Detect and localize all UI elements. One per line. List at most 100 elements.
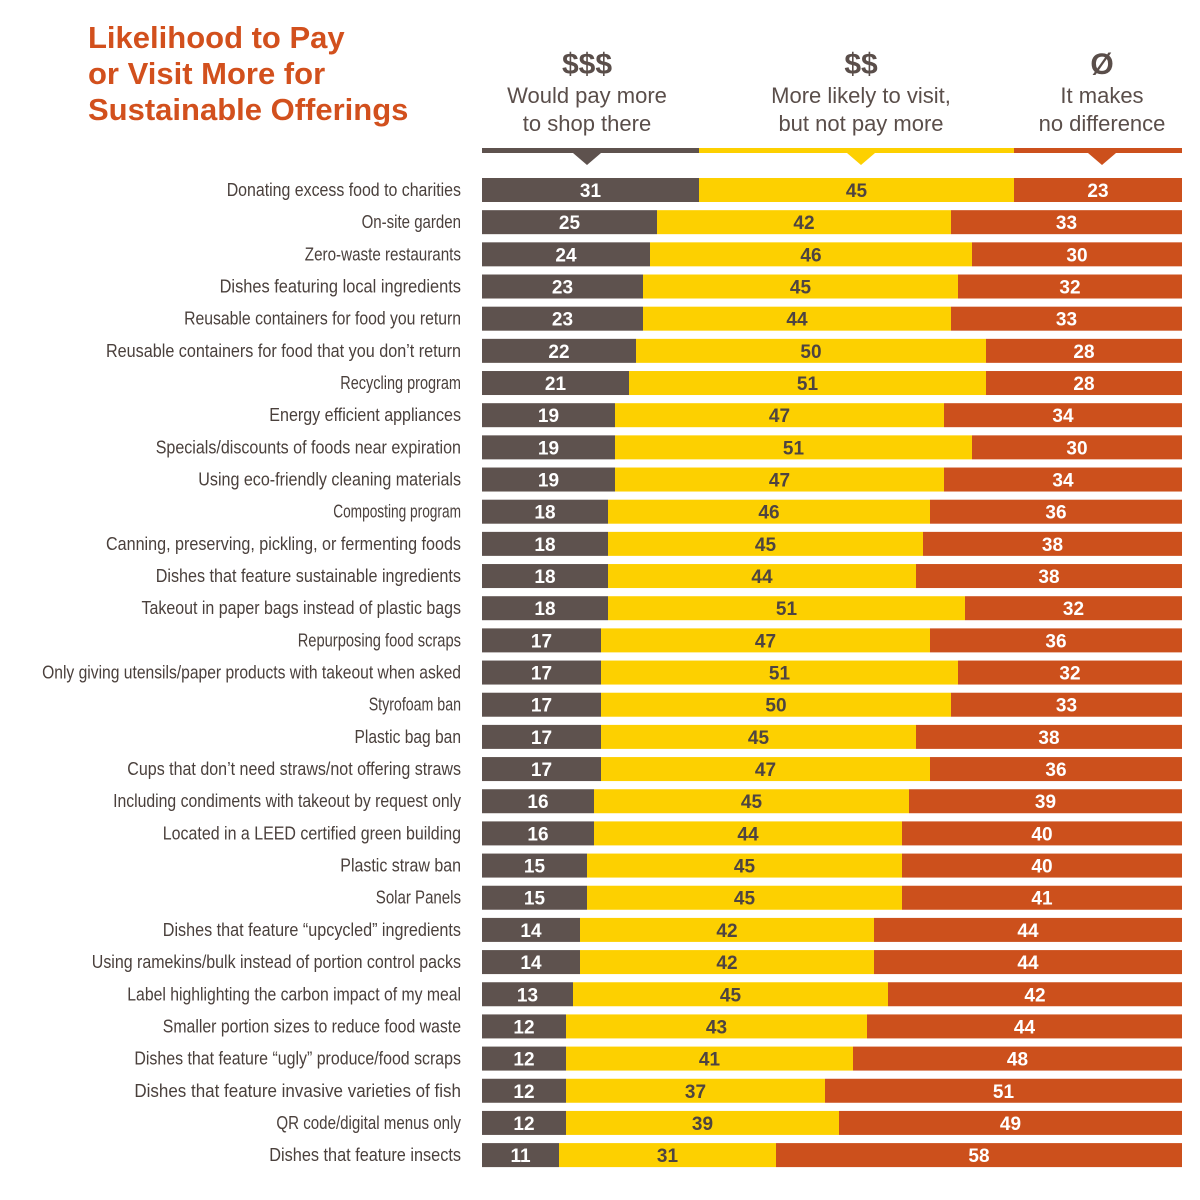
bar-segment bbox=[853, 1046, 1182, 1071]
bar-segment bbox=[601, 757, 930, 782]
data-label: 51 bbox=[776, 599, 798, 620]
data-label: 25 bbox=[559, 213, 581, 234]
data-label: 45 bbox=[846, 181, 868, 202]
bar-segment bbox=[482, 499, 608, 524]
bar-segment bbox=[608, 499, 930, 524]
bar-segment bbox=[594, 789, 909, 814]
bar-segment bbox=[608, 564, 916, 589]
data-label: 42 bbox=[716, 953, 737, 974]
title-line: Likelihood to Pay bbox=[88, 20, 345, 55]
data-label: 11 bbox=[510, 1146, 531, 1167]
bar-segment bbox=[601, 628, 930, 653]
bar-segment bbox=[874, 950, 1182, 975]
bar-segment bbox=[482, 821, 594, 846]
data-label: 44 bbox=[786, 310, 808, 331]
data-label: 18 bbox=[534, 599, 555, 620]
category-label: Label highlighting the carbon impact of … bbox=[127, 984, 461, 1004]
category-label: Specials/discounts of foods near expirat… bbox=[156, 437, 461, 457]
bar-segment bbox=[1014, 178, 1182, 202]
bar-segment bbox=[930, 628, 1182, 653]
bar-segment bbox=[874, 917, 1182, 942]
category-label: Takeout in paper bags instead of plastic… bbox=[142, 598, 462, 618]
data-label: 42 bbox=[1024, 985, 1045, 1006]
bar-segment bbox=[573, 982, 888, 1007]
bar-segment bbox=[629, 371, 986, 396]
bar-segment bbox=[958, 660, 1182, 685]
category-label: Plastic straw ban bbox=[340, 856, 461, 876]
legend-no-difference: Ø It makes no difference bbox=[1014, 48, 1190, 138]
data-label: 14 bbox=[520, 921, 542, 942]
legend-text: More likely to visit, bbox=[771, 83, 951, 108]
data-label: 51 bbox=[797, 374, 819, 395]
data-label: 32 bbox=[1059, 278, 1080, 299]
bar-segment bbox=[601, 660, 958, 685]
data-label: 28 bbox=[1073, 342, 1094, 363]
data-label: 17 bbox=[531, 728, 552, 749]
data-label: 51 bbox=[783, 438, 805, 459]
category-label: Dishes that feature sustainable ingredie… bbox=[156, 566, 461, 586]
bar-segment bbox=[482, 178, 699, 202]
data-label: 39 bbox=[1035, 792, 1056, 813]
legend-pointer-icon bbox=[847, 153, 875, 165]
data-label: 30 bbox=[1066, 438, 1087, 459]
data-label: 22 bbox=[548, 342, 569, 363]
bar-segment bbox=[482, 982, 573, 1007]
data-label: 44 bbox=[1017, 953, 1039, 974]
bar-segment bbox=[482, 306, 643, 331]
bar-segment bbox=[643, 306, 951, 331]
data-label: 18 bbox=[534, 503, 555, 524]
bar-segment bbox=[965, 596, 1182, 621]
bar-segment bbox=[608, 596, 965, 621]
data-label: 40 bbox=[1031, 824, 1052, 845]
bar-segment bbox=[972, 242, 1182, 267]
legend-text: no difference bbox=[1038, 111, 1166, 136]
data-label: 44 bbox=[1014, 1017, 1036, 1038]
data-label: 31 bbox=[580, 181, 602, 202]
data-label: 33 bbox=[1056, 696, 1077, 717]
bar-segment bbox=[839, 1110, 1182, 1135]
data-label: 45 bbox=[755, 535, 777, 556]
data-label: 47 bbox=[769, 406, 790, 427]
data-label: 45 bbox=[748, 728, 770, 749]
bar-segment bbox=[482, 917, 580, 942]
data-label: 19 bbox=[538, 471, 559, 492]
bar-segment bbox=[944, 403, 1182, 428]
data-label: 48 bbox=[1007, 1050, 1028, 1071]
category-label: Repurposing food scraps bbox=[298, 630, 461, 650]
bar-segment bbox=[902, 853, 1182, 878]
data-label: 19 bbox=[538, 438, 559, 459]
bar-segment bbox=[958, 274, 1182, 299]
legend-text: but not pay more bbox=[778, 111, 944, 136]
bar-segment bbox=[482, 564, 608, 589]
bar-segment bbox=[482, 757, 601, 782]
data-label: 36 bbox=[1045, 503, 1066, 524]
legend-pointer-icon bbox=[573, 153, 601, 165]
category-label: Energy efficient appliances bbox=[269, 405, 461, 425]
bar-segment bbox=[951, 306, 1182, 331]
data-label: 49 bbox=[1000, 1114, 1021, 1135]
category-label: Smaller portion sizes to reduce food was… bbox=[163, 1016, 461, 1036]
data-label: 13 bbox=[517, 985, 538, 1006]
data-label: 38 bbox=[1038, 567, 1059, 588]
category-label: Canning, preserving, pickling, or fermen… bbox=[106, 534, 461, 554]
bar-segment bbox=[587, 885, 902, 910]
bar-segment bbox=[482, 1046, 566, 1071]
bar-segment bbox=[482, 210, 657, 235]
bar-segment bbox=[916, 724, 1182, 749]
legend-symbol: $$$ bbox=[561, 48, 613, 81]
data-label: 46 bbox=[800, 245, 821, 266]
bar-segment bbox=[559, 1143, 776, 1168]
data-label: 31 bbox=[657, 1146, 679, 1167]
bar-segment bbox=[482, 338, 636, 363]
data-label: 17 bbox=[531, 631, 552, 652]
data-label: 12 bbox=[513, 1017, 534, 1038]
legend-pay-more: $$$ Would pay more to shop there bbox=[482, 48, 692, 138]
legend-symbol: $$ bbox=[844, 48, 878, 81]
bar-segment bbox=[566, 1046, 853, 1071]
legend-visit: $$ More likely to visit, but not pay mor… bbox=[740, 48, 982, 138]
data-label: 47 bbox=[755, 631, 776, 652]
category-label: Recycling program bbox=[340, 373, 461, 393]
data-label: 37 bbox=[685, 1082, 706, 1103]
bar-segment bbox=[482, 403, 615, 428]
